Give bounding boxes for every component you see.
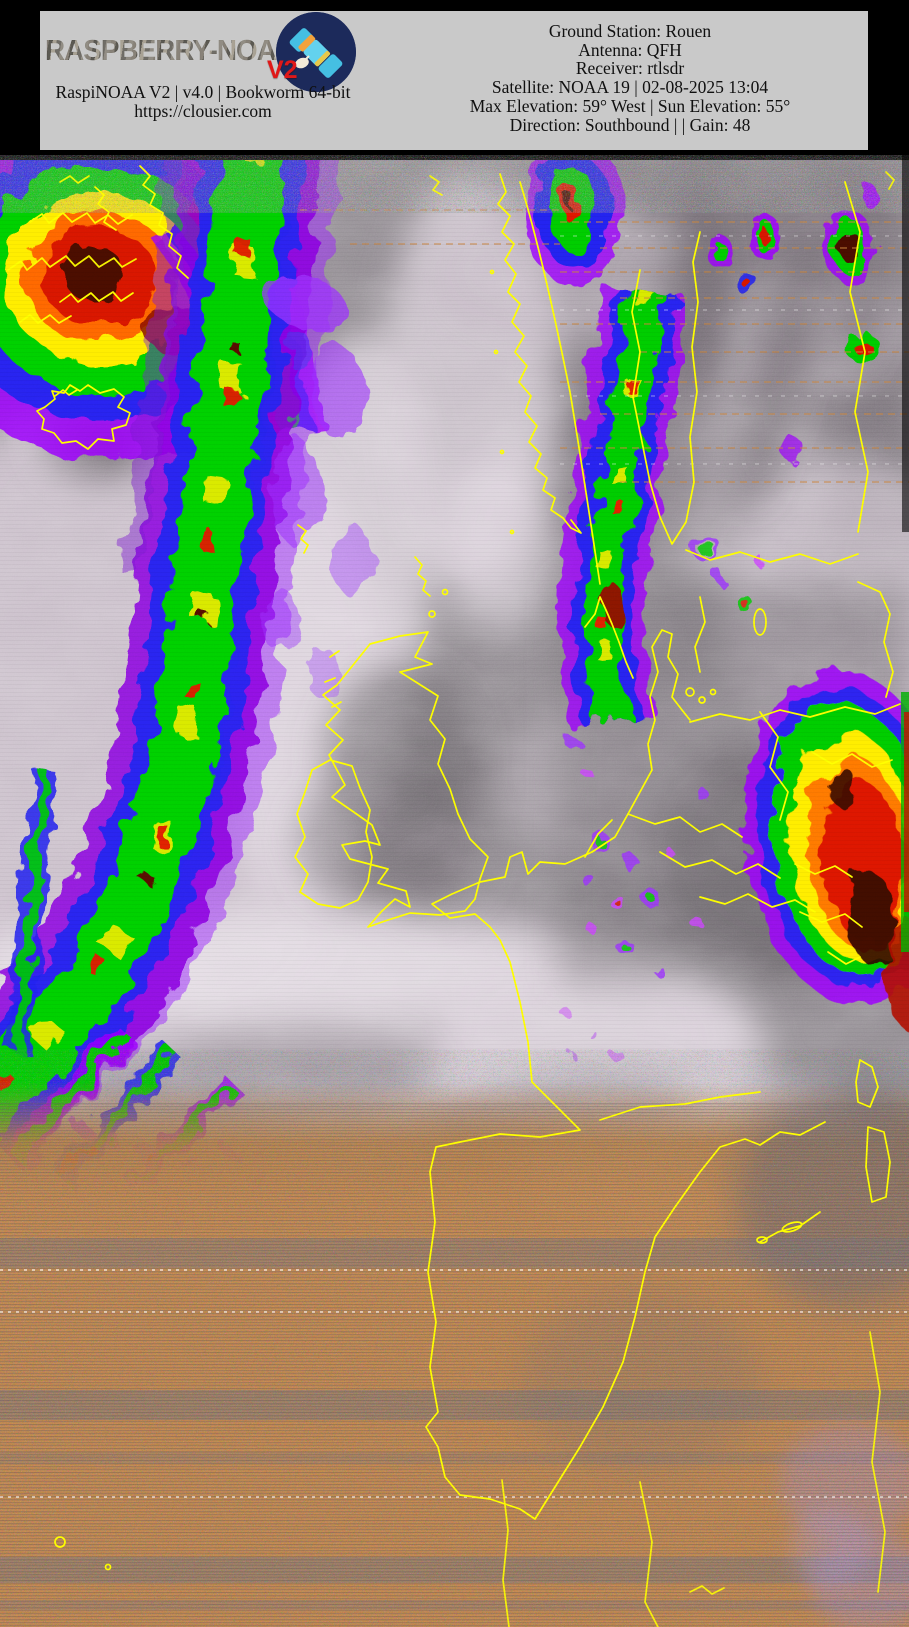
ground-station-line: Ground Station: Rouen (548, 21, 712, 41)
satellite-line: Satellite: NOAA 19 | 02-08-2025 13:04 (491, 77, 769, 98)
pass-details: Ground Station: Rouen Antenna: QFH Recei… (400, 22, 860, 134)
station-system-info: RaspiNOAA V2 | v4.0 | Bookworm 64-bit ht… (48, 83, 358, 121)
antenna-line: Antenna: QFH (578, 39, 682, 60)
logo-version: V2 (267, 56, 298, 84)
satellite-logo-icon (276, 12, 356, 92)
receiver-line: Receiver: rtlsdr (575, 58, 685, 79)
satellite-image (0, 152, 909, 1627)
direction-line: Direction: Southbound | | Gain: 48 (509, 114, 751, 135)
logo: RASPBERRY-NOAA V2 (40, 11, 380, 106)
system-info-line: RaspiNOAA V2 | v4.0 | Bookworm 64-bit (55, 82, 351, 102)
header-panel: RASPBERRY-NOAA V2 Raspi (40, 11, 868, 150)
satellite-image-container (0, 152, 909, 1627)
elevation-line: Max Elevation: 59° West | Sun Elevation:… (469, 95, 791, 116)
website-url: https://clousier.com (134, 101, 272, 121)
raspberry-noaa-wordmark: RASPBERRY-NOAA (45, 35, 323, 68)
